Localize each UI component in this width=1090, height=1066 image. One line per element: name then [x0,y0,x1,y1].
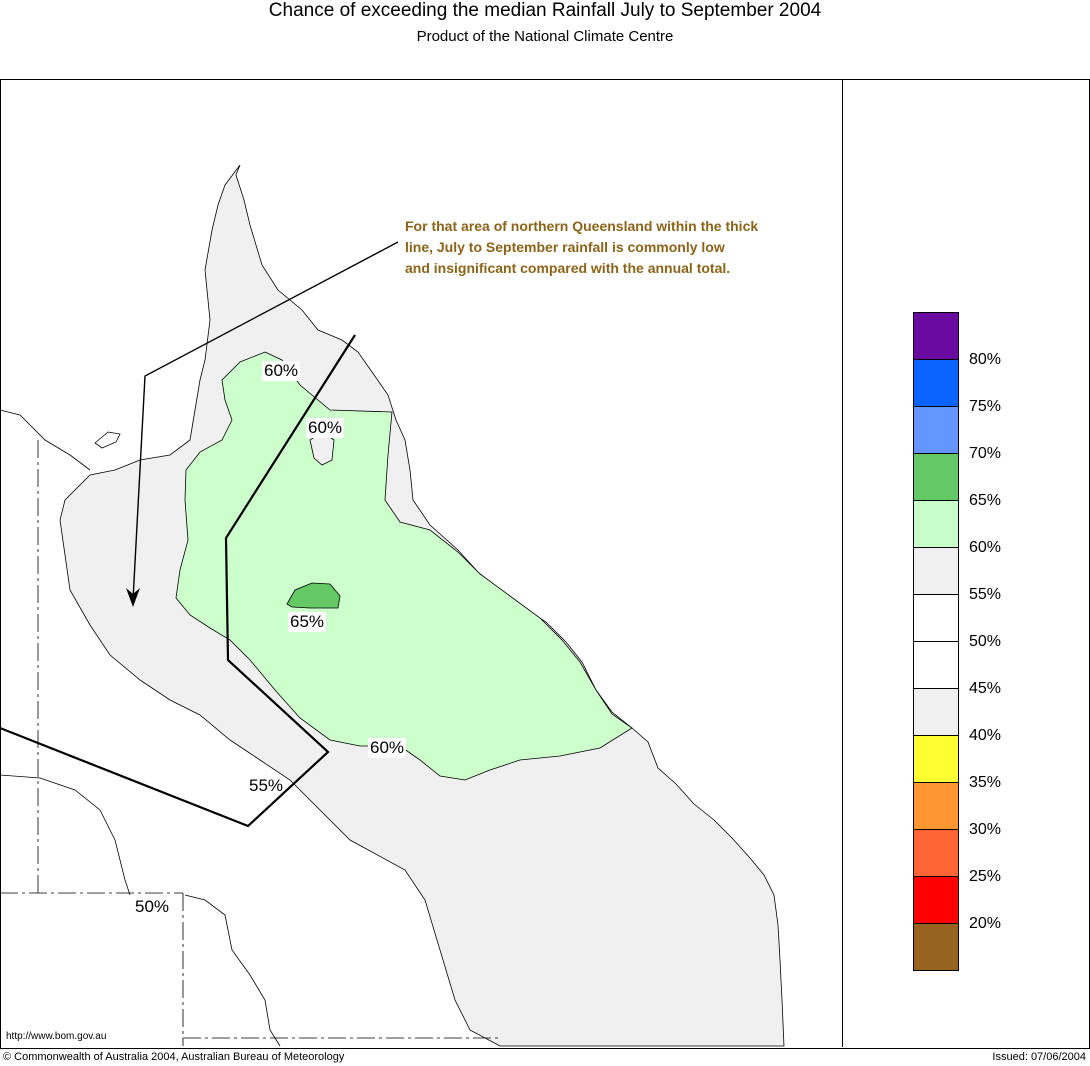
inland-line-1 [0,774,131,896]
legend-tick-label: 60% [969,539,1002,556]
legend-swatch [913,688,959,735]
website-url: http://www.bom.gov.au [6,1031,107,1042]
legend-swatch [913,312,959,359]
legend-tick-label: 45% [969,680,1002,697]
legend-swatch [913,406,959,453]
color-legend [913,312,959,971]
annotation-text: For that area of northern Queensland wit… [405,216,825,279]
chart-title: Chance of exceeding the median Rainfall … [268,0,822,21]
legend-swatch [913,782,959,829]
legend-swatch [913,641,959,688]
contour-label: 60% [306,418,345,438]
inland-line-2 [184,894,281,1047]
legend-swatch [913,359,959,406]
legend-swatch [913,500,959,547]
legend-tick-label: 80% [969,351,1002,368]
coastline-west [0,409,91,471]
annotation-line: and insignificant compared with the annu… [405,260,731,276]
legend-tick-label: 70% [969,445,1002,462]
contour-65-region [286,582,341,609]
gulf-island [94,431,121,449]
pointer-line [132,241,399,601]
copyright-text: © Commonwealth of Australia 2004, Austra… [3,1051,345,1063]
legend-tick-label: 65% [969,492,1002,509]
legend-swatch [913,547,959,594]
legend-swatch [913,876,959,923]
legend-swatch [913,594,959,641]
legend-tick-label: 75% [969,398,1002,415]
chart-subtitle: Product of the National Climate Centre [416,28,674,45]
legend-tick-label: 30% [969,821,1002,838]
legend-tick-label: 40% [969,727,1002,744]
legend-tick-label: 20% [969,915,1002,932]
contour-label: 55% [249,776,284,795]
contour-label: 65% [288,612,327,632]
contour-60-region [175,351,633,781]
issued-date: Issued: 07/06/2004 [992,1051,1086,1063]
legend-swatch [913,735,959,782]
legend-tick-label: 35% [969,774,1002,791]
legend-swatch [913,829,959,876]
annotation-line: line, July to September rainfall is comm… [405,239,725,255]
legend-swatch [913,453,959,500]
legend-swatch [913,923,959,971]
thick-boundary-line [0,334,356,828]
contour-label: 60% [368,738,407,758]
legend-tick-label: 55% [969,586,1002,603]
annotation-line: For that area of northern Queensland wit… [405,218,759,234]
legend-divider [842,79,843,1047]
legend-tick-label: 25% [969,868,1002,885]
legend-tick-label: 50% [969,633,1002,650]
contour-label: 60% [262,361,301,381]
pointer-arrowhead [126,588,140,607]
contour-label: 50% [133,897,172,917]
